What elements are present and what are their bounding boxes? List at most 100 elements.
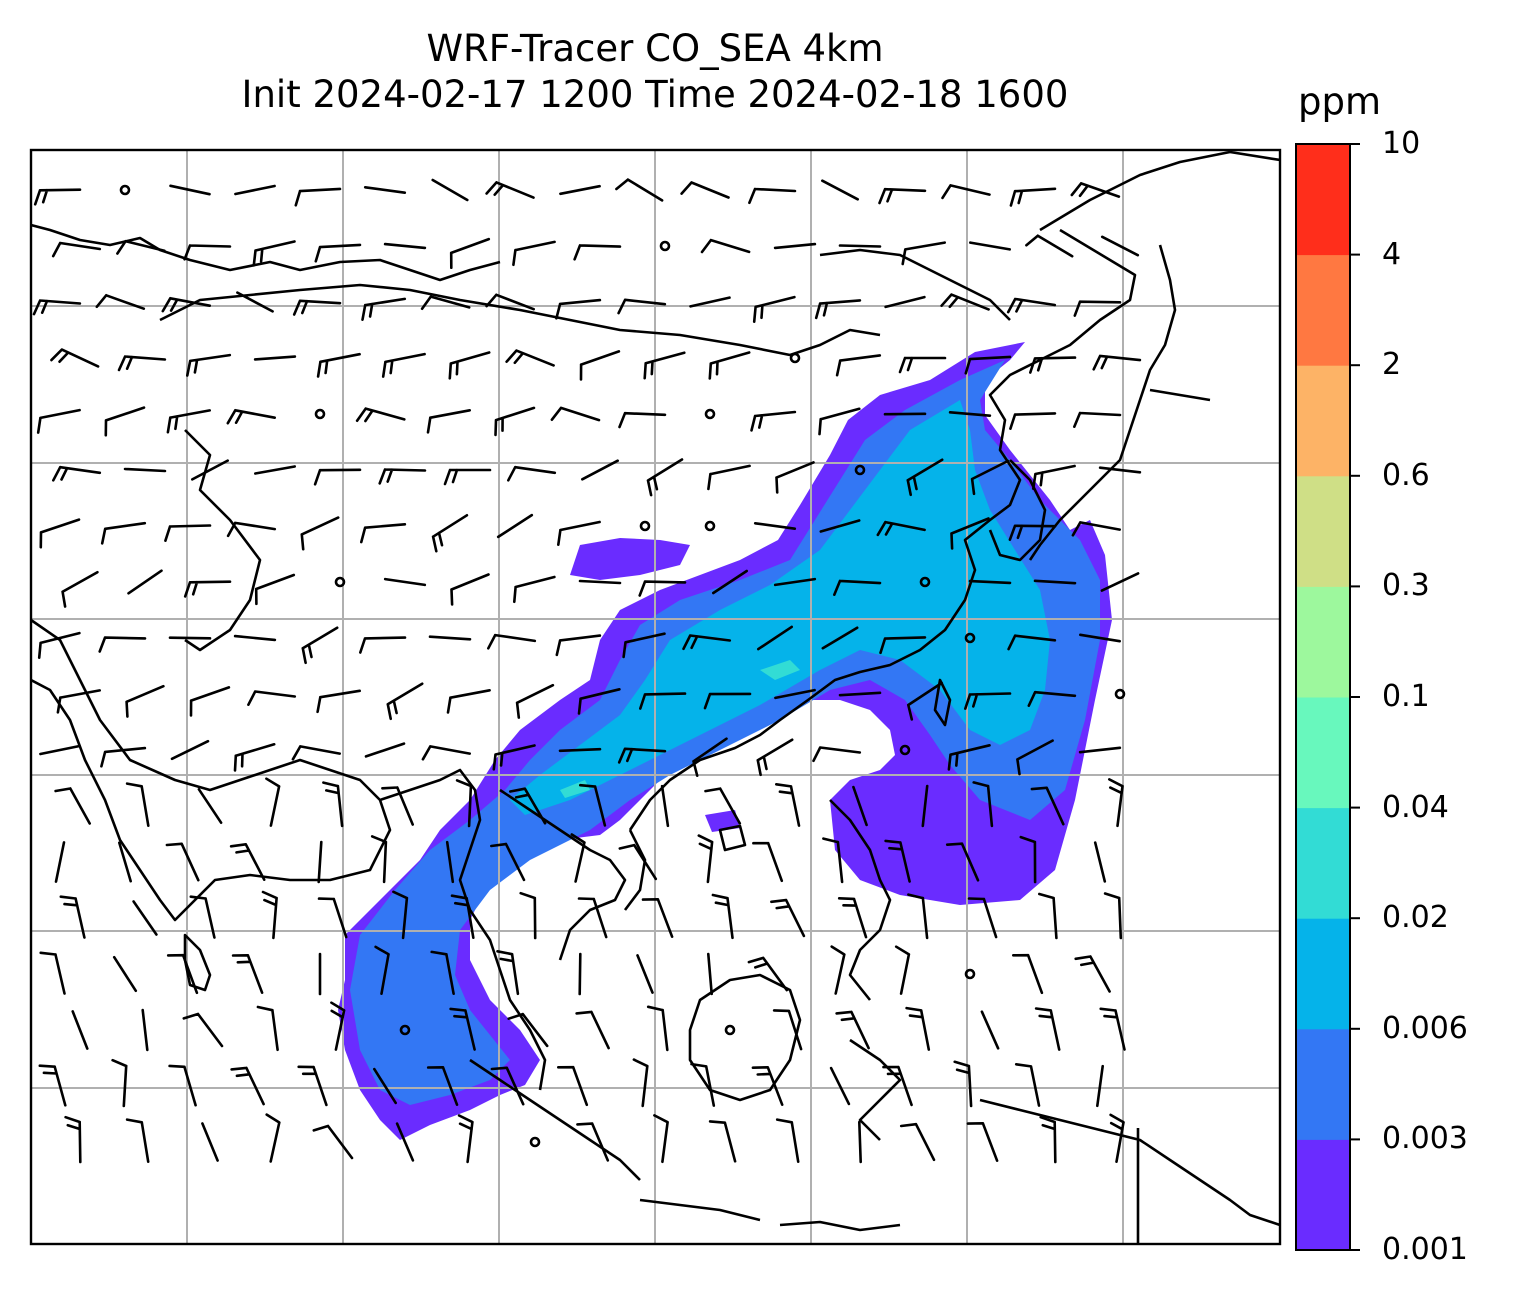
wind-barb (753, 522, 797, 530)
wind-barb (61, 570, 99, 608)
calm-wind-marker (704, 520, 716, 532)
colorbar-unit-label: ppm (1298, 80, 1382, 123)
wind-barb (201, 1122, 219, 1162)
wind-barb (54, 841, 66, 883)
wind-barb (381, 786, 414, 826)
wind-barb (291, 745, 341, 761)
colorbar-segment (1296, 144, 1350, 256)
wind-barb (370, 835, 388, 884)
wind-barb (576, 1122, 610, 1162)
calm-wind-marker (399, 1024, 411, 1036)
wind-barb (756, 738, 794, 777)
wind-barb (646, 458, 684, 497)
coast-sumatra (469, 1058, 641, 1181)
wind-barb (680, 181, 730, 199)
wind-barb (1099, 1007, 1126, 1051)
wind-barb (1038, 892, 1058, 940)
calm-wind-marker (704, 408, 716, 420)
wind-barb (907, 893, 929, 940)
wind-barb (901, 241, 946, 266)
wind-barb (829, 1066, 851, 1106)
wind-barb (752, 841, 784, 883)
wind-barb (229, 843, 266, 881)
colorbar-tick-label: 2 (1382, 347, 1402, 383)
wind-barb (898, 356, 947, 374)
wind-barb (1012, 953, 1044, 995)
wind-barb (125, 782, 150, 827)
wind-barb (253, 355, 297, 361)
wind-barb (1103, 892, 1123, 940)
wind-barb (226, 409, 276, 425)
wind-barb (52, 465, 102, 482)
tracer-plume (338, 342, 1112, 1140)
wind-barb (622, 632, 666, 659)
wind-barb (39, 951, 66, 995)
calm-wind-marker (724, 1024, 736, 1036)
wind-barb (104, 406, 146, 437)
coast-sulawesi (849, 1038, 902, 1141)
wind-barb (297, 1065, 328, 1107)
wind-barb (559, 184, 601, 196)
wind-barb (697, 834, 714, 884)
wind-barb (653, 1114, 669, 1164)
wind-barb (1098, 466, 1142, 474)
wind-barb (168, 636, 212, 640)
wind-barb (1027, 690, 1077, 707)
wind-barb (821, 179, 859, 201)
wind-barb (750, 410, 797, 432)
wind-barb (265, 1113, 281, 1163)
wind-barb (1109, 1113, 1125, 1163)
wind-barb (618, 843, 658, 881)
coast-new-guinea (979, 1098, 1280, 1244)
wind-barb (378, 468, 427, 485)
wind-barb (632, 1058, 649, 1108)
wind-barb (773, 577, 817, 587)
calm-wind-marker (639, 520, 651, 532)
wind-barb (966, 1122, 999, 1162)
wind-barb (39, 744, 81, 756)
wind-barb (312, 1124, 354, 1160)
wind-barb (431, 514, 469, 553)
wind-barb (579, 350, 621, 381)
wind-barb (512, 240, 556, 267)
wind-barb (947, 744, 991, 771)
wind-barb (907, 681, 943, 721)
wind-barb (170, 739, 210, 761)
colorbar (1295, 143, 1360, 1251)
colorbar-segment (1296, 1028, 1350, 1140)
wind-barb (837, 897, 868, 939)
wind-barb (1074, 955, 1111, 993)
wind-barb (322, 781, 344, 828)
wind-barb (355, 407, 406, 423)
border-mongolia (159, 283, 881, 357)
wind-barb (98, 636, 147, 653)
wind-barb (487, 633, 537, 650)
wind-barb (818, 407, 861, 436)
wind-barb (317, 897, 348, 939)
wind-barb (54, 787, 91, 825)
wind-barb (812, 746, 862, 763)
wind-barb (707, 464, 751, 491)
calm-wind-marker (854, 464, 866, 476)
wind-barb (972, 781, 994, 828)
wind-barb (641, 898, 674, 938)
wind-barb (1108, 778, 1124, 828)
wind-barb (1032, 464, 1076, 490)
wind-barb (446, 689, 491, 714)
wind-barb (921, 784, 929, 828)
wind-barb (300, 516, 340, 551)
colorbar-tick-label: 10 (1382, 126, 1421, 161)
colorbar-segment (1296, 586, 1350, 698)
calm-wind-marker (899, 744, 911, 756)
wind-barb (100, 746, 147, 768)
wind-barb (884, 839, 911, 883)
wind-barb (496, 513, 534, 539)
wind-barb (234, 184, 276, 196)
wind-barb (100, 521, 147, 545)
wind-barb (127, 569, 163, 595)
wind-barb (112, 955, 138, 993)
wind-barb (490, 1066, 525, 1106)
colorbar-tick-label: 0.003 (1382, 1121, 1468, 1157)
colorbar-tick-label: 0.1 (1382, 679, 1430, 714)
